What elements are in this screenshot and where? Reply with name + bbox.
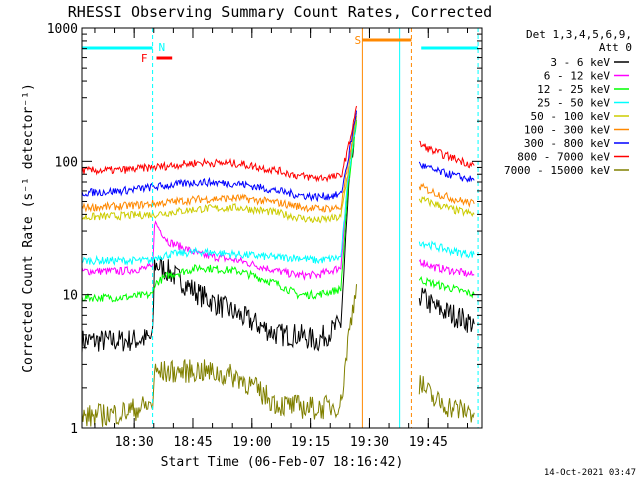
series-line bbox=[418, 240, 475, 259]
legend-label: 7000 - 15000 keV bbox=[504, 164, 610, 177]
series-line bbox=[418, 287, 475, 333]
x-axis: 18:30 18:45 19:00 19:15 19:30 19:45 bbox=[94, 28, 468, 450]
series-line bbox=[418, 161, 475, 183]
timestamp: 14-Oct-2021 03:47 bbox=[544, 468, 636, 478]
y-tick-label: 100 bbox=[55, 155, 78, 170]
plot-area: NF S bbox=[81, 28, 479, 428]
y-tick-label: 1000 bbox=[47, 22, 78, 37]
x-tick-label: 18:45 bbox=[173, 435, 212, 450]
legend-label: 50 - 100 keV bbox=[531, 110, 611, 123]
legend-label: 800 - 7000 keV bbox=[517, 151, 610, 164]
x-tick-label: 19:00 bbox=[232, 435, 271, 450]
legend-label: 100 - 300 keV bbox=[524, 124, 610, 137]
legend-label: 6 - 12 keV bbox=[544, 70, 611, 83]
x-tick-label: 19:30 bbox=[350, 435, 389, 450]
series-line bbox=[418, 182, 475, 208]
x-tick-label: 19:45 bbox=[409, 435, 448, 450]
y-tick-label: 10 bbox=[62, 289, 78, 304]
plot-frame bbox=[81, 27, 483, 429]
series-line bbox=[418, 196, 475, 217]
legend-label: 300 - 800 keV bbox=[524, 137, 610, 150]
series-line bbox=[81, 115, 357, 281]
series-line bbox=[81, 284, 357, 427]
x-tick-label: 19:15 bbox=[291, 435, 330, 450]
y-axis: 1 10 100 1000 bbox=[47, 22, 482, 437]
legend-header: Att 0 bbox=[599, 41, 632, 54]
series-line bbox=[81, 118, 357, 267]
legend-label: 3 - 6 keV bbox=[550, 56, 610, 69]
series-line bbox=[81, 115, 357, 224]
series-line bbox=[81, 118, 357, 353]
series-line bbox=[81, 121, 357, 303]
x-tick-label: 18:30 bbox=[115, 435, 154, 450]
legend-label: 12 - 25 keV bbox=[537, 83, 610, 96]
y-axis-label: Corrected Count Rate (s⁻¹ detector⁻¹) bbox=[21, 83, 36, 373]
series-line bbox=[418, 276, 475, 299]
series-line bbox=[418, 375, 475, 423]
series-line bbox=[419, 140, 475, 169]
series-line bbox=[418, 258, 475, 278]
legend-header: Det 1,3,4,5,6,9, bbox=[526, 28, 632, 41]
y-tick-label: 1 bbox=[70, 422, 78, 437]
legend-label: 25 - 50 keV bbox=[537, 97, 610, 110]
x-axis-label: Start Time (06-Feb-07 18:16:42) bbox=[161, 455, 404, 470]
saa-label: S bbox=[355, 34, 362, 47]
flare-label: F bbox=[141, 52, 148, 65]
series-line bbox=[81, 112, 357, 213]
chart-title: RHESSI Observing Summary Count Rates, Co… bbox=[68, 3, 492, 21]
series-line bbox=[81, 105, 357, 183]
series-line bbox=[81, 110, 357, 203]
night-label: N bbox=[158, 41, 165, 54]
